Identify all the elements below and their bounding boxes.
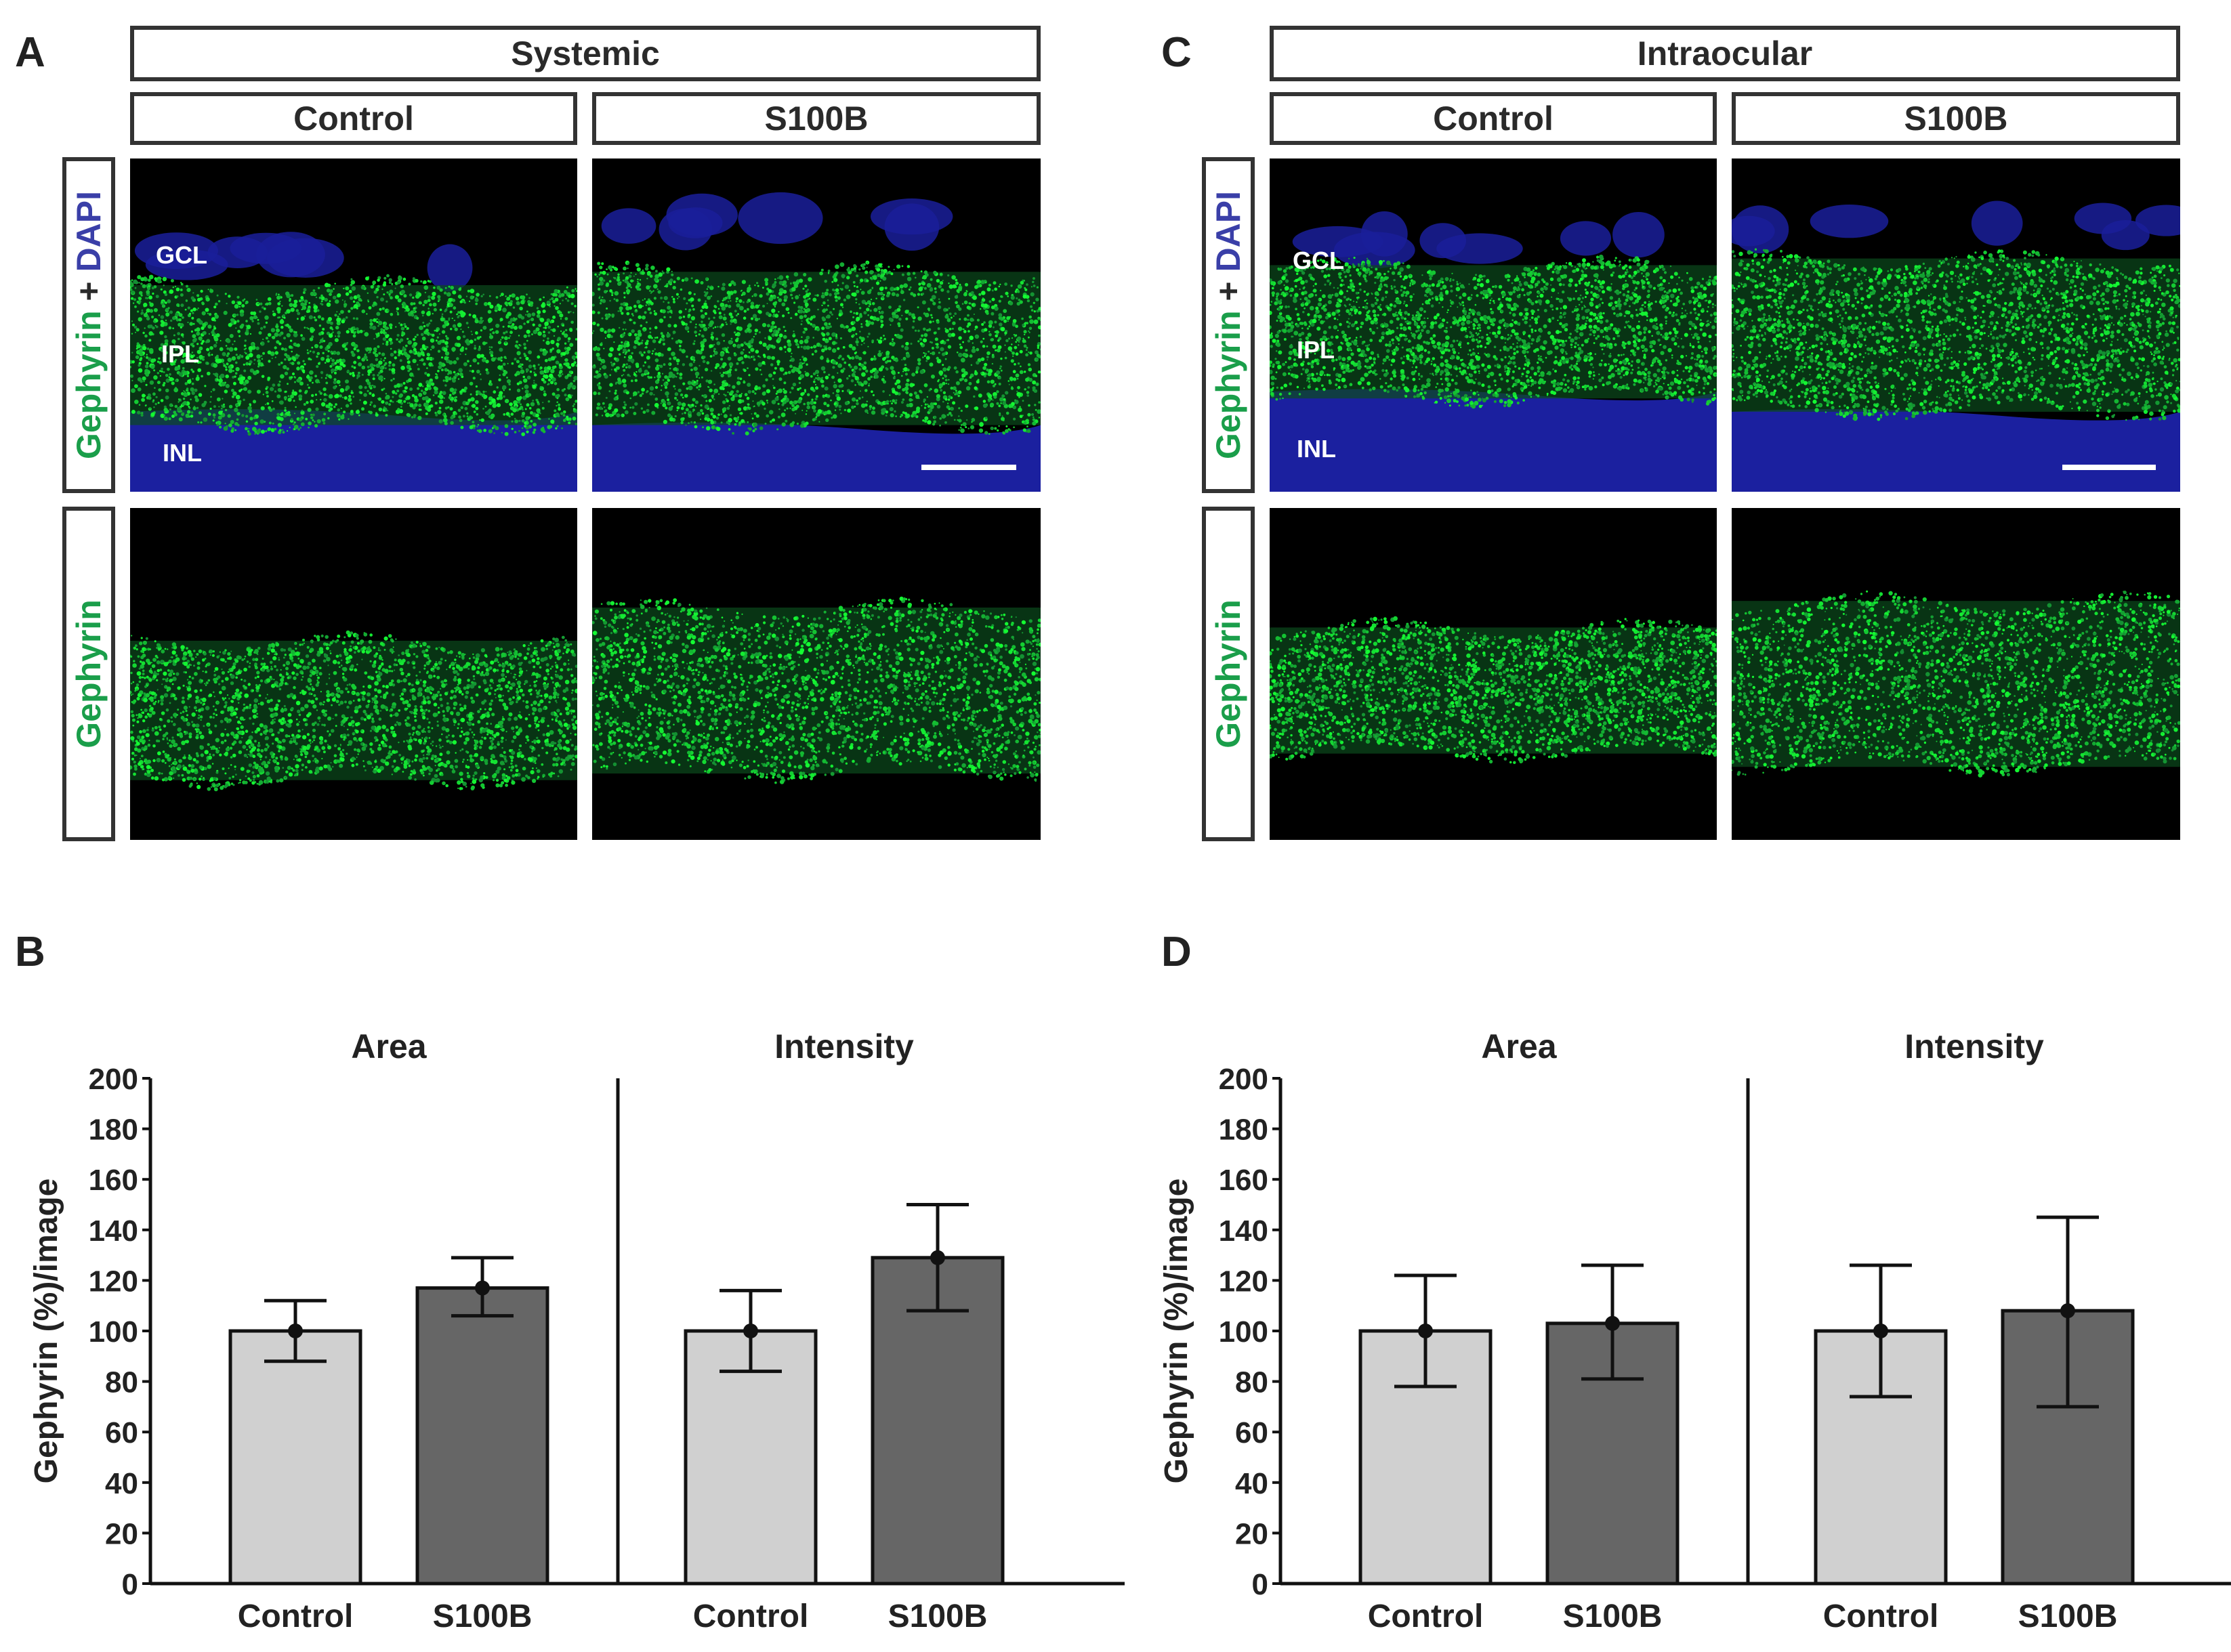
mean-point bbox=[2060, 1303, 2075, 1319]
mean-point bbox=[475, 1280, 490, 1296]
micrograph-systemic-s100b-merged bbox=[592, 158, 1041, 492]
group-title: Area bbox=[1481, 1028, 1557, 1065]
scale-bar bbox=[2062, 465, 2156, 470]
y-tick-label: 140 bbox=[1219, 1214, 1268, 1248]
mean-point bbox=[743, 1323, 758, 1338]
y-tick-label: 120 bbox=[89, 1265, 138, 1298]
panel-letter-a: A bbox=[15, 28, 45, 77]
panel-letter-d: D bbox=[1161, 928, 1192, 976]
y-tick-label: 140 bbox=[89, 1214, 138, 1248]
column-header-control: Control bbox=[1270, 92, 1717, 145]
y-tick-label: 200 bbox=[89, 1063, 138, 1096]
micrograph-intraocular-control-gephyrin bbox=[1270, 508, 1717, 840]
y-tick-label: 0 bbox=[122, 1568, 138, 1601]
y-tick-label: 80 bbox=[105, 1366, 138, 1399]
column-header-control: Control bbox=[130, 92, 577, 145]
micrograph-intraocular-s100b-merged bbox=[1732, 158, 2180, 492]
bar bbox=[415, 1286, 549, 1586]
bar-chart-intraocular: 0 20 40 60 80 100 120 140 160 180 200 Gephyrin (%)/… bbox=[1159, 1028, 2231, 1634]
row-label-gephyrin: Gephyrin bbox=[62, 507, 115, 841]
micrograph-intraocular-control-merged bbox=[1270, 158, 1717, 492]
row-label-gephyrin-text: Gephyrin bbox=[1209, 599, 1248, 748]
row-label-merged-text: Gephyrin + DAPI bbox=[69, 191, 108, 459]
y-tick-label: 40 bbox=[1235, 1467, 1268, 1500]
micrograph-systemic-control-merged bbox=[130, 158, 577, 492]
bar-chart-systemic: 0 20 40 60 80 100 120 140 160 180 200 Gephyrin (%)/… bbox=[28, 1028, 1125, 1634]
layer-label-gcl: GCL bbox=[1293, 247, 1344, 275]
y-tick-label: 0 bbox=[1252, 1568, 1268, 1601]
y-tick-label: 60 bbox=[105, 1416, 138, 1449]
x-tick-label: Control bbox=[1368, 1598, 1484, 1634]
y-tick-label: 120 bbox=[1219, 1265, 1268, 1298]
y-axis-label: Gephyrin (%)/image bbox=[28, 1179, 64, 1484]
column-header-s100b: S100B bbox=[1732, 92, 2180, 145]
x-tick-label: S100B bbox=[2018, 1598, 2118, 1634]
mean-point bbox=[930, 1250, 945, 1265]
x-tick-label: Control bbox=[693, 1598, 809, 1634]
layer-label-inl: INL bbox=[163, 439, 202, 467]
row-label-merged: Gephyrin + DAPI bbox=[1202, 157, 1255, 493]
condition-header-intraocular: Intraocular bbox=[1270, 26, 2180, 81]
y-tick-label: 160 bbox=[89, 1164, 138, 1197]
mean-point bbox=[1873, 1323, 1888, 1338]
y-tick-label: 200 bbox=[1219, 1063, 1268, 1096]
bar bbox=[228, 1329, 362, 1586]
column-header-s100b: S100B bbox=[592, 92, 1041, 145]
y-tick-label: 100 bbox=[1219, 1315, 1268, 1349]
mean-point bbox=[288, 1323, 303, 1338]
condition-header-systemic: Systemic bbox=[130, 26, 1041, 81]
y-tick-label: 20 bbox=[1235, 1517, 1268, 1550]
y-tick-label: 180 bbox=[89, 1114, 138, 1147]
group-title: Area bbox=[351, 1028, 427, 1065]
y-tick-label: 80 bbox=[1235, 1366, 1268, 1399]
panel-letter-b: B bbox=[15, 928, 45, 976]
x-tick-label: S100B bbox=[888, 1598, 988, 1634]
y-tick-label: 40 bbox=[105, 1467, 138, 1500]
micrograph-intraocular-s100b-gephyrin bbox=[1732, 508, 2180, 840]
row-label-merged-text: Gephyrin + DAPI bbox=[1209, 191, 1248, 459]
x-tick-label: Control bbox=[1823, 1598, 1939, 1634]
mean-point bbox=[1418, 1323, 1433, 1338]
layer-label-ipl: IPL bbox=[161, 340, 199, 368]
micrograph-systemic-s100b-gephyrin bbox=[592, 508, 1041, 840]
layer-label-ipl: IPL bbox=[1297, 336, 1335, 364]
y-tick-label: 60 bbox=[1235, 1416, 1268, 1449]
y-tick-label: 160 bbox=[1219, 1164, 1268, 1197]
micrograph-systemic-control-gephyrin bbox=[130, 508, 577, 840]
mean-point bbox=[1605, 1315, 1620, 1331]
y-tick-label: 20 bbox=[105, 1517, 138, 1550]
x-tick-label: S100B bbox=[1563, 1598, 1663, 1634]
y-tick-label: 180 bbox=[1219, 1114, 1268, 1147]
scale-bar bbox=[921, 465, 1016, 470]
layer-label-inl: INL bbox=[1297, 435, 1336, 463]
row-label-gephyrin-text: Gephyrin bbox=[69, 599, 108, 748]
y-tick-label: 100 bbox=[89, 1315, 138, 1349]
row-label-gephyrin: Gephyrin bbox=[1202, 507, 1255, 841]
row-label-merged: Gephyrin + DAPI bbox=[62, 157, 115, 493]
y-axis-label: Gephyrin (%)/image bbox=[1159, 1179, 1194, 1484]
x-tick-label: S100B bbox=[433, 1598, 533, 1634]
group-title: Intensity bbox=[1904, 1028, 2044, 1065]
group-title: Intensity bbox=[774, 1028, 914, 1065]
panel-letter-c: C bbox=[1161, 28, 1192, 77]
layer-label-gcl: GCL bbox=[156, 241, 207, 270]
x-tick-label: Control bbox=[238, 1598, 354, 1634]
